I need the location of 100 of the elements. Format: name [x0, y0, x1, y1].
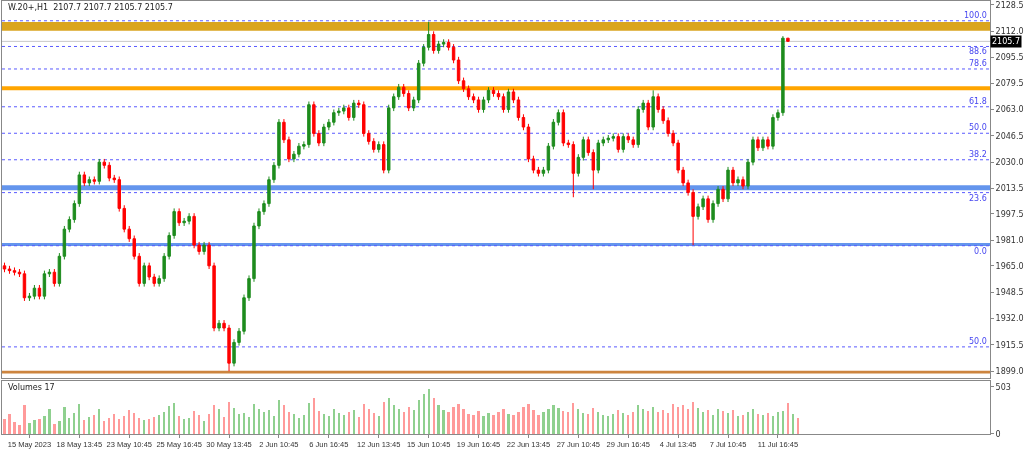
- candlestick: [756, 136, 760, 152]
- bar: [452, 407, 455, 434]
- bar: [193, 411, 195, 434]
- bar: [188, 418, 190, 434]
- bar: [567, 412, 569, 434]
- bar: [542, 412, 545, 434]
- bar: [677, 407, 679, 434]
- candlestick: [352, 99, 356, 122]
- candlestick: [531, 155, 536, 174]
- bar: [283, 405, 285, 434]
- bar: [123, 416, 125, 434]
- bar: [163, 412, 165, 434]
- bar: [88, 417, 90, 434]
- candlestick: [741, 176, 745, 190]
- candlestick: [436, 40, 441, 55]
- candlestick: [516, 96, 521, 122]
- bar: [23, 405, 26, 434]
- bar: [418, 400, 420, 434]
- candlestick: [476, 96, 481, 114]
- bar: [612, 414, 614, 434]
- candlestick: [551, 118, 556, 150]
- annotation: 88.6: [969, 47, 987, 56]
- bar: [368, 409, 370, 434]
- bar: [393, 405, 395, 434]
- candlestick: [546, 142, 551, 174]
- bar: [308, 403, 310, 434]
- bar: [258, 409, 260, 434]
- bar: [153, 417, 155, 434]
- bar: [133, 413, 135, 434]
- candlestick: [347, 104, 351, 122]
- candlestick: [561, 108, 566, 147]
- bar: [762, 415, 764, 434]
- annotation: 50.0: [969, 337, 987, 346]
- candlestick: [616, 132, 620, 154]
- candlestick: [142, 262, 146, 288]
- candlestick: [17, 268, 22, 278]
- bar: [467, 414, 470, 434]
- bar: [712, 415, 714, 434]
- candlestick: [621, 132, 625, 154]
- bar: [228, 402, 230, 434]
- bar: [333, 409, 335, 434]
- bar: [238, 414, 240, 434]
- bar: [33, 420, 36, 434]
- annotation: 100.0: [964, 11, 987, 20]
- bar: [667, 413, 669, 434]
- bar: [38, 419, 41, 434]
- candlestick: [556, 108, 561, 126]
- bar: [722, 411, 724, 434]
- candlestick: [441, 38, 446, 48]
- ref-line-label: 2105.7: [992, 37, 1020, 46]
- bar: [93, 415, 95, 434]
- bar: [183, 419, 185, 434]
- bar: [497, 412, 500, 434]
- candlestick: [651, 89, 655, 131]
- bar: [582, 413, 584, 434]
- bar: [358, 417, 360, 434]
- bar: [652, 407, 654, 434]
- bar: [318, 411, 320, 434]
- bar: [777, 412, 779, 434]
- candlestick: [481, 96, 486, 114]
- bar: [78, 404, 80, 434]
- candlestick: [446, 38, 451, 51]
- candlestick: [761, 136, 765, 152]
- bar: [792, 414, 794, 434]
- y-tick-label: 2013.5: [995, 184, 1024, 194]
- candlestick: [491, 86, 496, 98]
- candlestick: [501, 93, 506, 114]
- bar: [547, 409, 550, 434]
- candlestick: [731, 166, 735, 187]
- candlestick: [706, 195, 710, 224]
- candlestick: [496, 89, 501, 101]
- candlestick: [22, 270, 27, 302]
- bar: [532, 410, 535, 434]
- bar: [482, 416, 485, 434]
- bar: [492, 415, 495, 434]
- candlestick: [766, 136, 770, 150]
- annotation: 61.8: [969, 97, 987, 106]
- bar: [53, 424, 56, 434]
- bar: [732, 410, 734, 434]
- candlestick: [451, 43, 456, 64]
- bar: [702, 412, 704, 434]
- bar: [557, 408, 560, 434]
- bar: [752, 409, 754, 434]
- y-tick-label: 503: [995, 382, 1011, 392]
- bar: [268, 410, 270, 434]
- candlestick: [2, 262, 7, 273]
- bar: [313, 398, 315, 434]
- bar: [462, 409, 465, 434]
- bar: [83, 420, 85, 434]
- candlestick: [27, 292, 32, 302]
- candlestick: [12, 266, 17, 276]
- bar: [672, 404, 674, 434]
- annotation: 78.6: [969, 59, 987, 68]
- bar: [168, 406, 170, 434]
- bar: [637, 405, 639, 434]
- bar: [108, 418, 110, 434]
- bar: [502, 409, 505, 434]
- bar: [3, 419, 6, 434]
- bar: [128, 410, 130, 434]
- bar: [632, 412, 634, 434]
